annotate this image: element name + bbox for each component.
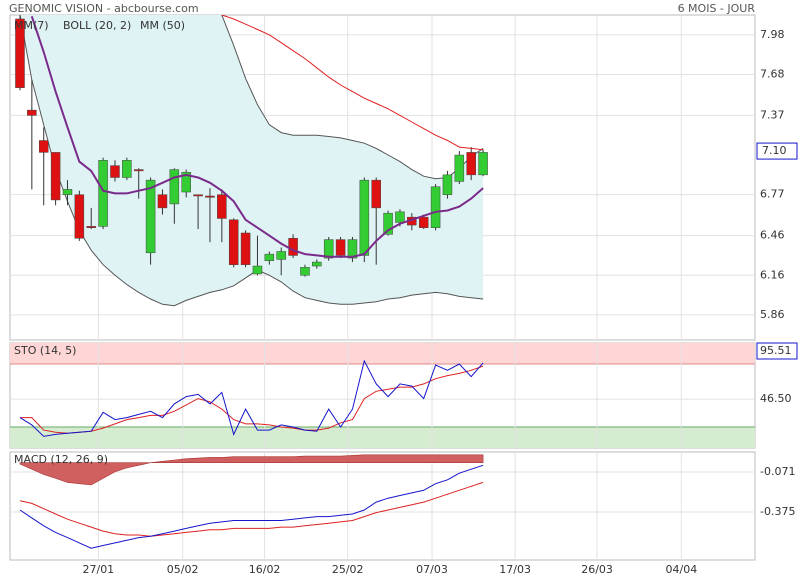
y-tick-label: 6.46 <box>760 229 785 242</box>
x-tick-label: 25/02 <box>332 563 364 576</box>
candle-body <box>228 219 239 265</box>
x-tick-label: 17/03 <box>499 563 531 576</box>
candle-body <box>252 265 263 275</box>
last-price: 7.10 <box>762 144 787 157</box>
candle-body <box>418 216 429 228</box>
candle-body <box>74 194 85 239</box>
plot-area <box>10 343 755 448</box>
candle-body <box>110 165 120 178</box>
y-tick-label: 7.68 <box>760 67 785 80</box>
last-price-box <box>756 142 798 160</box>
candle-body <box>466 152 476 176</box>
x-tick-label: 04/04 <box>666 563 698 576</box>
candle-body <box>335 239 346 256</box>
candle-body <box>359 179 370 256</box>
indicator-line <box>19 359 484 437</box>
candle-body <box>133 169 144 172</box>
candle-body <box>240 232 251 265</box>
indicator-line <box>20 365 484 434</box>
candle-body <box>181 171 191 193</box>
candle-body <box>27 109 37 116</box>
y-tick-label: -0.071 <box>760 465 795 478</box>
period: 6 MOIS - JOUR <box>678 2 756 15</box>
candle-body <box>371 179 381 209</box>
candle-body <box>86 226 96 228</box>
candle-body <box>217 194 227 219</box>
candle-body <box>193 194 203 197</box>
y-tick-label: 7.98 <box>760 28 785 41</box>
candle-body <box>145 179 156 254</box>
candle-body <box>383 212 393 235</box>
candle-body <box>395 211 405 223</box>
mm7-line <box>30 15 484 258</box>
candle-body <box>323 239 334 259</box>
x-tick-label: 16/02 <box>249 563 281 576</box>
x-tick-label: 05/02 <box>167 563 199 576</box>
indicator-line <box>19 481 484 537</box>
y-tick-label: 46.50 <box>760 392 792 405</box>
candle-body <box>300 267 310 276</box>
candle-body <box>347 239 358 259</box>
candle-body <box>276 251 286 260</box>
boll-lower <box>19 15 484 307</box>
candle-body <box>62 189 73 195</box>
indicator-line <box>19 464 484 549</box>
x-tick-label: 26/03 <box>581 563 613 576</box>
candle-body <box>478 152 488 176</box>
plot-area <box>10 452 755 560</box>
candle-body <box>38 140 49 153</box>
x-tick-label: 27/01 <box>82 563 114 576</box>
y-tick-label: 5.86 <box>760 308 785 321</box>
candle-body <box>122 160 132 178</box>
candle-body <box>169 169 180 205</box>
candle-body <box>15 18 25 88</box>
candle-body <box>98 160 108 227</box>
panel-title: STO (14, 5) <box>14 344 76 357</box>
y-tick-label: 6.77 <box>760 188 785 201</box>
legend-entry: MM (50) <box>140 19 185 32</box>
panel <box>9 451 756 561</box>
mm50-line <box>221 15 484 151</box>
candle-body <box>264 253 275 261</box>
candle-body <box>430 186 441 228</box>
candle-body <box>205 195 215 198</box>
legend-entry: MM(7) <box>14 19 49 32</box>
plot-area <box>10 15 755 340</box>
candle-body <box>442 174 453 195</box>
last-value: 95.51 <box>760 344 792 357</box>
x-tick-label: 07/03 <box>416 563 448 576</box>
y-tick-label: -0.375 <box>760 505 795 518</box>
zone <box>10 427 755 448</box>
zone <box>10 343 755 364</box>
y-tick-label: 6.16 <box>760 268 785 281</box>
candle-body <box>288 238 298 256</box>
panel-title: MACD (12, 26, 9) <box>14 453 108 466</box>
candle-body <box>312 261 322 267</box>
page-title: GENOMIC VISION - abcbourse.com <box>9 2 199 15</box>
legend-entry: BOLL (20, 2) <box>63 19 131 32</box>
boll-upper <box>221 15 484 180</box>
y-tick-label: 7.37 <box>760 108 785 121</box>
candle-body <box>157 194 168 209</box>
candle-body <box>454 154 465 182</box>
macd-histogram <box>19 454 484 486</box>
last-value-box <box>756 342 798 360</box>
candle-body <box>50 152 61 201</box>
